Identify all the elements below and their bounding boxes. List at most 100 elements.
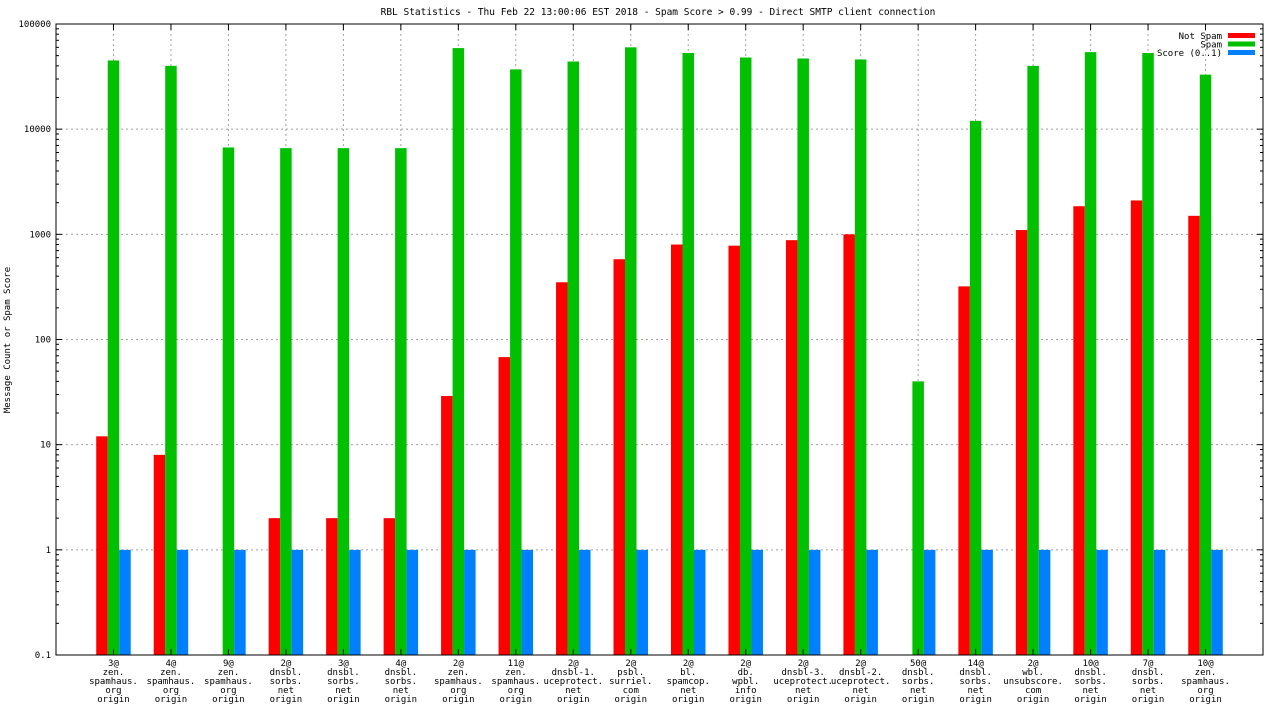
x-tick-label-line: 2@ xyxy=(683,659,694,669)
y-tick-label: 1 xyxy=(46,546,51,556)
x-tick-label: 4@ dnsbl. sorbs. net origin xyxy=(385,659,418,705)
bar-not-spam xyxy=(958,286,970,655)
x-tick-label-line: uceprotect. xyxy=(831,677,891,687)
x-tick-label: 3@ dnsbl. sorbs. net origin xyxy=(327,659,360,705)
x-tick-label-line: origin xyxy=(442,695,475,705)
x-tick-label-line: net xyxy=(1082,686,1098,696)
bar-spam xyxy=(739,57,752,655)
x-tick-label-line: net xyxy=(680,686,696,696)
x-tick-label: 9@ zen. spamhaus. org origin xyxy=(204,659,253,705)
x-tick-label-line: origin xyxy=(500,695,533,705)
x-tick-label-line: org xyxy=(163,686,179,696)
bar-spam xyxy=(682,52,694,655)
x-tick-label-line: net xyxy=(795,686,811,696)
bar-score-0-1 xyxy=(1153,549,1166,655)
bar-not-spam xyxy=(326,518,338,655)
x-tick-label: 10@ dnsbl. sorbs. net origin xyxy=(1074,659,1107,705)
x-tick-label-line: 9@ xyxy=(223,659,234,669)
x-tick-label-line: sorbs. xyxy=(902,677,935,687)
x-tick-label-line: info xyxy=(735,686,757,696)
bar-score-0-1 xyxy=(751,549,763,655)
bar-spam xyxy=(969,120,982,656)
x-tick-label-line: 10@ xyxy=(1082,659,1099,669)
x-tick-label: 7@ dnsbl. sorbs. net origin xyxy=(1132,659,1165,705)
x-tick-label-line: dnsbl. xyxy=(327,668,360,678)
bar-spam xyxy=(854,59,867,656)
bar-score-0-1 xyxy=(406,549,419,655)
bar-not-spam xyxy=(728,245,740,655)
bar-not-spam xyxy=(670,244,683,656)
x-tick-label-line: origin xyxy=(327,695,360,705)
bar-not-spam xyxy=(441,396,453,655)
x-tick-label-line: dnsbl. xyxy=(902,668,935,678)
bar-not-spam xyxy=(383,518,396,655)
bar-score-0-1 xyxy=(866,549,878,655)
bar-not-spam xyxy=(843,234,855,656)
x-tick-label-line: origin xyxy=(1189,695,1222,705)
x-tick-label-line: net xyxy=(393,686,409,696)
legend-swatch xyxy=(1228,41,1255,47)
x-tick-label-line: origin xyxy=(1074,695,1107,705)
x-tick-label-line: surriel. xyxy=(609,677,652,687)
y-axis-label: Message Count or Spam Score xyxy=(3,267,13,413)
x-tick-label-line: 4@ xyxy=(166,659,177,669)
x-tick-label-line: 3@ xyxy=(108,659,119,669)
bar-spam xyxy=(797,58,809,655)
x-tick-label-line: db. xyxy=(738,668,754,678)
y-tick-label: 10 xyxy=(40,441,51,451)
legend-swatch xyxy=(1228,50,1255,55)
x-tick-label-line: sorbs. xyxy=(1074,677,1107,687)
x-tick-label-line: com xyxy=(1025,686,1041,696)
x-tick-label-line: net xyxy=(853,686,869,696)
bar-spam xyxy=(165,65,177,655)
x-tick-label-line: dnsbl. xyxy=(959,668,992,678)
bar-spam xyxy=(337,148,350,655)
x-tick-label: 10@ zen. spamhaus. org origin xyxy=(1181,659,1230,705)
x-tick-label-line: wpbl. xyxy=(732,677,759,687)
x-tick-label-line: net xyxy=(967,686,983,696)
y-tick-label: 0.1 xyxy=(35,651,51,661)
x-tick-label-line: sorbs. xyxy=(270,677,303,687)
x-tick-label-line: org xyxy=(105,686,121,696)
bar-spam xyxy=(1142,52,1154,655)
x-tick-label-line: origin xyxy=(615,695,648,705)
x-tick-label-line: 11@ xyxy=(508,659,525,669)
x-tick-label-line: dnsbl. xyxy=(1074,668,1107,678)
x-tick-label-line: spamhaus. xyxy=(147,677,196,687)
bar-not-spam xyxy=(1073,206,1085,655)
bar-spam xyxy=(280,148,292,655)
x-tick-label-line: origin xyxy=(385,695,418,705)
x-tick-label: 2@ psbl. surriel. com origin xyxy=(609,659,652,705)
bar-spam xyxy=(222,147,235,655)
bar-not-spam xyxy=(153,454,166,655)
bar-not-spam xyxy=(613,259,626,655)
x-tick-label-line: 2@ xyxy=(280,659,291,669)
bar-not-spam xyxy=(556,282,568,655)
bar-spam xyxy=(395,148,407,655)
x-tick-label-line: org xyxy=(450,686,466,696)
x-tick-label-line: origin xyxy=(787,695,820,705)
bar-score-0-1 xyxy=(521,549,534,655)
bar-score-0-1 xyxy=(119,549,131,655)
x-tick-label: 50@ dnsbl. sorbs. net origin xyxy=(902,659,935,705)
bar-not-spam xyxy=(1130,200,1143,656)
x-tick-label-line: sorbs. xyxy=(385,677,418,687)
x-tick-label-line: sorbs. xyxy=(959,677,992,687)
x-tick-label-line: origin xyxy=(959,695,992,705)
x-tick-label-line: 3@ xyxy=(338,659,349,669)
bar-spam xyxy=(1027,65,1039,655)
bar-score-0-1 xyxy=(636,549,649,655)
x-tick-label-line: zen. xyxy=(505,668,527,678)
x-tick-label-line: org xyxy=(508,686,524,696)
x-tick-label-line: net xyxy=(1140,686,1156,696)
bar-spam xyxy=(1199,74,1212,655)
x-tick-label-line: 50@ xyxy=(910,659,927,669)
x-tick-label-line: 2@ xyxy=(453,659,464,669)
x-tick-label-line: origin xyxy=(902,695,935,705)
x-tick-label-line: uceprotect. xyxy=(773,677,833,687)
x-tick-label-line: 2@ xyxy=(625,659,636,669)
bar-not-spam xyxy=(96,436,108,655)
x-tick-label: 2@ bl. spamcop. net origin xyxy=(667,659,710,705)
bar-score-0-1 xyxy=(1211,549,1223,655)
